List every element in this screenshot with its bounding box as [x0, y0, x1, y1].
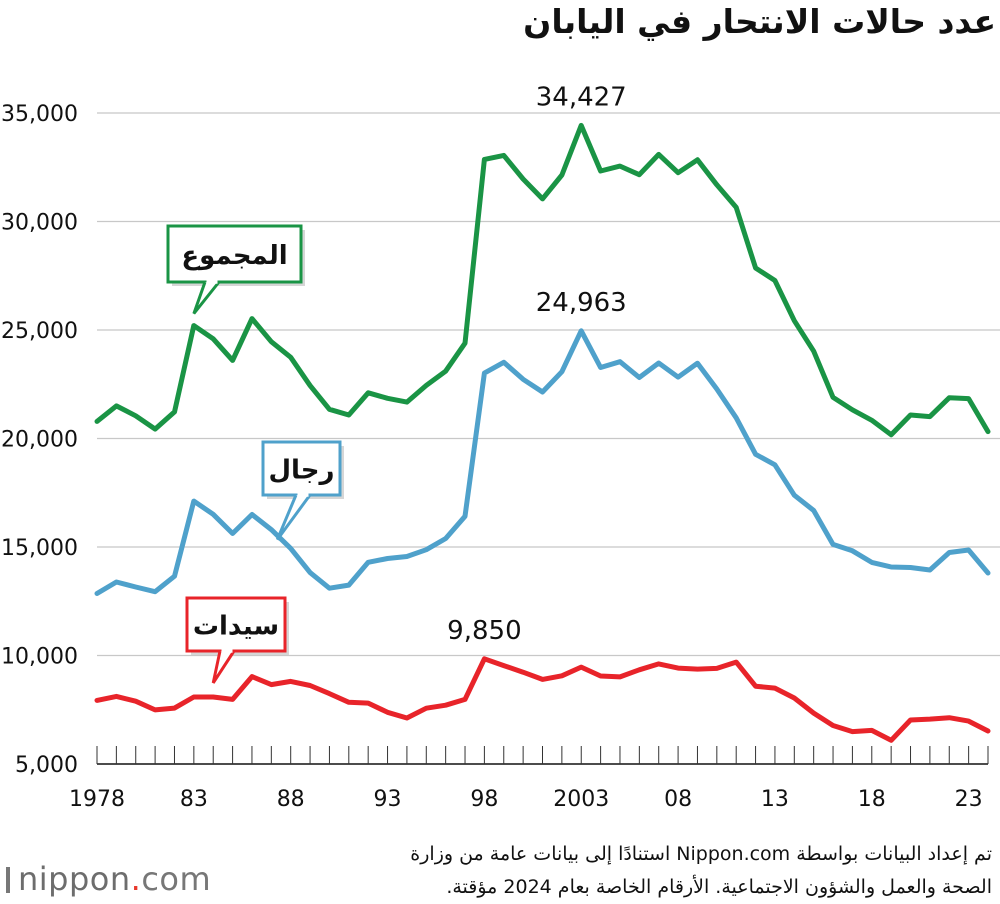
logo-text-dot: . [130, 860, 142, 898]
y-tick-label: 25,000 [1, 319, 78, 344]
x-tick-label: 23 [955, 787, 983, 812]
source-note-line-1: تم إعداد البيانات بواسطة Nippon.com استن… [410, 843, 992, 865]
source-note-line-2: الصحة والعمل والشؤون الاجتماعية. الأرقام… [446, 876, 992, 898]
y-tick-label: 20,000 [1, 428, 78, 453]
callout-pointer [192, 281, 221, 315]
x-tick-label: 88 [277, 787, 305, 812]
x-tick-label: 93 [374, 787, 402, 812]
x-tick-label: 98 [470, 787, 498, 812]
chart-title: عدد حالات الانتحار في اليابان [523, 2, 996, 41]
legend-callout-0: المجموع [166, 224, 305, 315]
logo-text-pre: nippon [18, 860, 131, 898]
legend-label: المجموع [181, 241, 287, 271]
legend-label: سيدات [193, 612, 279, 642]
series-line-1 [94, 328, 991, 596]
series-line-0 [94, 122, 991, 438]
x-tick-label: 18 [858, 787, 886, 812]
y-tick-label: 35,000 [1, 102, 78, 127]
source-note: تم إعداد البيانات بواسطة Nippon.com استن… [232, 838, 992, 904]
y-tick-label: 15,000 [1, 536, 78, 561]
legend-callout-1: رجال [261, 440, 344, 541]
x-tick-label: 13 [761, 787, 789, 812]
callout-box [261, 440, 342, 497]
y-tick-label: 10,000 [1, 645, 78, 670]
logo-bar-icon [6, 867, 10, 893]
y-tick-label: 30,000 [1, 211, 78, 236]
x-tick-label: 83 [180, 787, 208, 812]
x-tick-label: 08 [664, 787, 692, 812]
peak-label: 9,850 [447, 616, 521, 646]
callout-box [185, 596, 287, 653]
callout-pointer [211, 650, 236, 684]
nippon-logo: nippon.com [6, 860, 211, 898]
legend-label: رجال [268, 456, 334, 486]
y-tick-label: 5,000 [15, 753, 78, 778]
legend-callout-2: سيدات [185, 596, 289, 684]
x-tick-label: 1978 [69, 787, 125, 812]
peak-label: 34,427 [536, 82, 627, 112]
line-chart: 5,000 10,000 15,000 20,000 25,000 30,000 35,00… [1, 82, 1000, 812]
x-tick-label: 2003 [553, 787, 609, 812]
callout-pointer [275, 494, 312, 541]
callout-box [166, 224, 303, 284]
series-line-2 [94, 656, 991, 743]
peak-label: 24,963 [536, 288, 627, 318]
logo-text-post: com [141, 860, 212, 898]
